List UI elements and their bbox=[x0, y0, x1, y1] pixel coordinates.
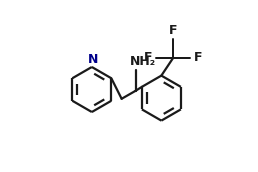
Text: NH₂: NH₂ bbox=[130, 55, 156, 68]
Text: F: F bbox=[144, 51, 153, 64]
Text: F: F bbox=[169, 24, 178, 36]
Text: F: F bbox=[194, 51, 202, 64]
Text: N: N bbox=[88, 53, 98, 66]
